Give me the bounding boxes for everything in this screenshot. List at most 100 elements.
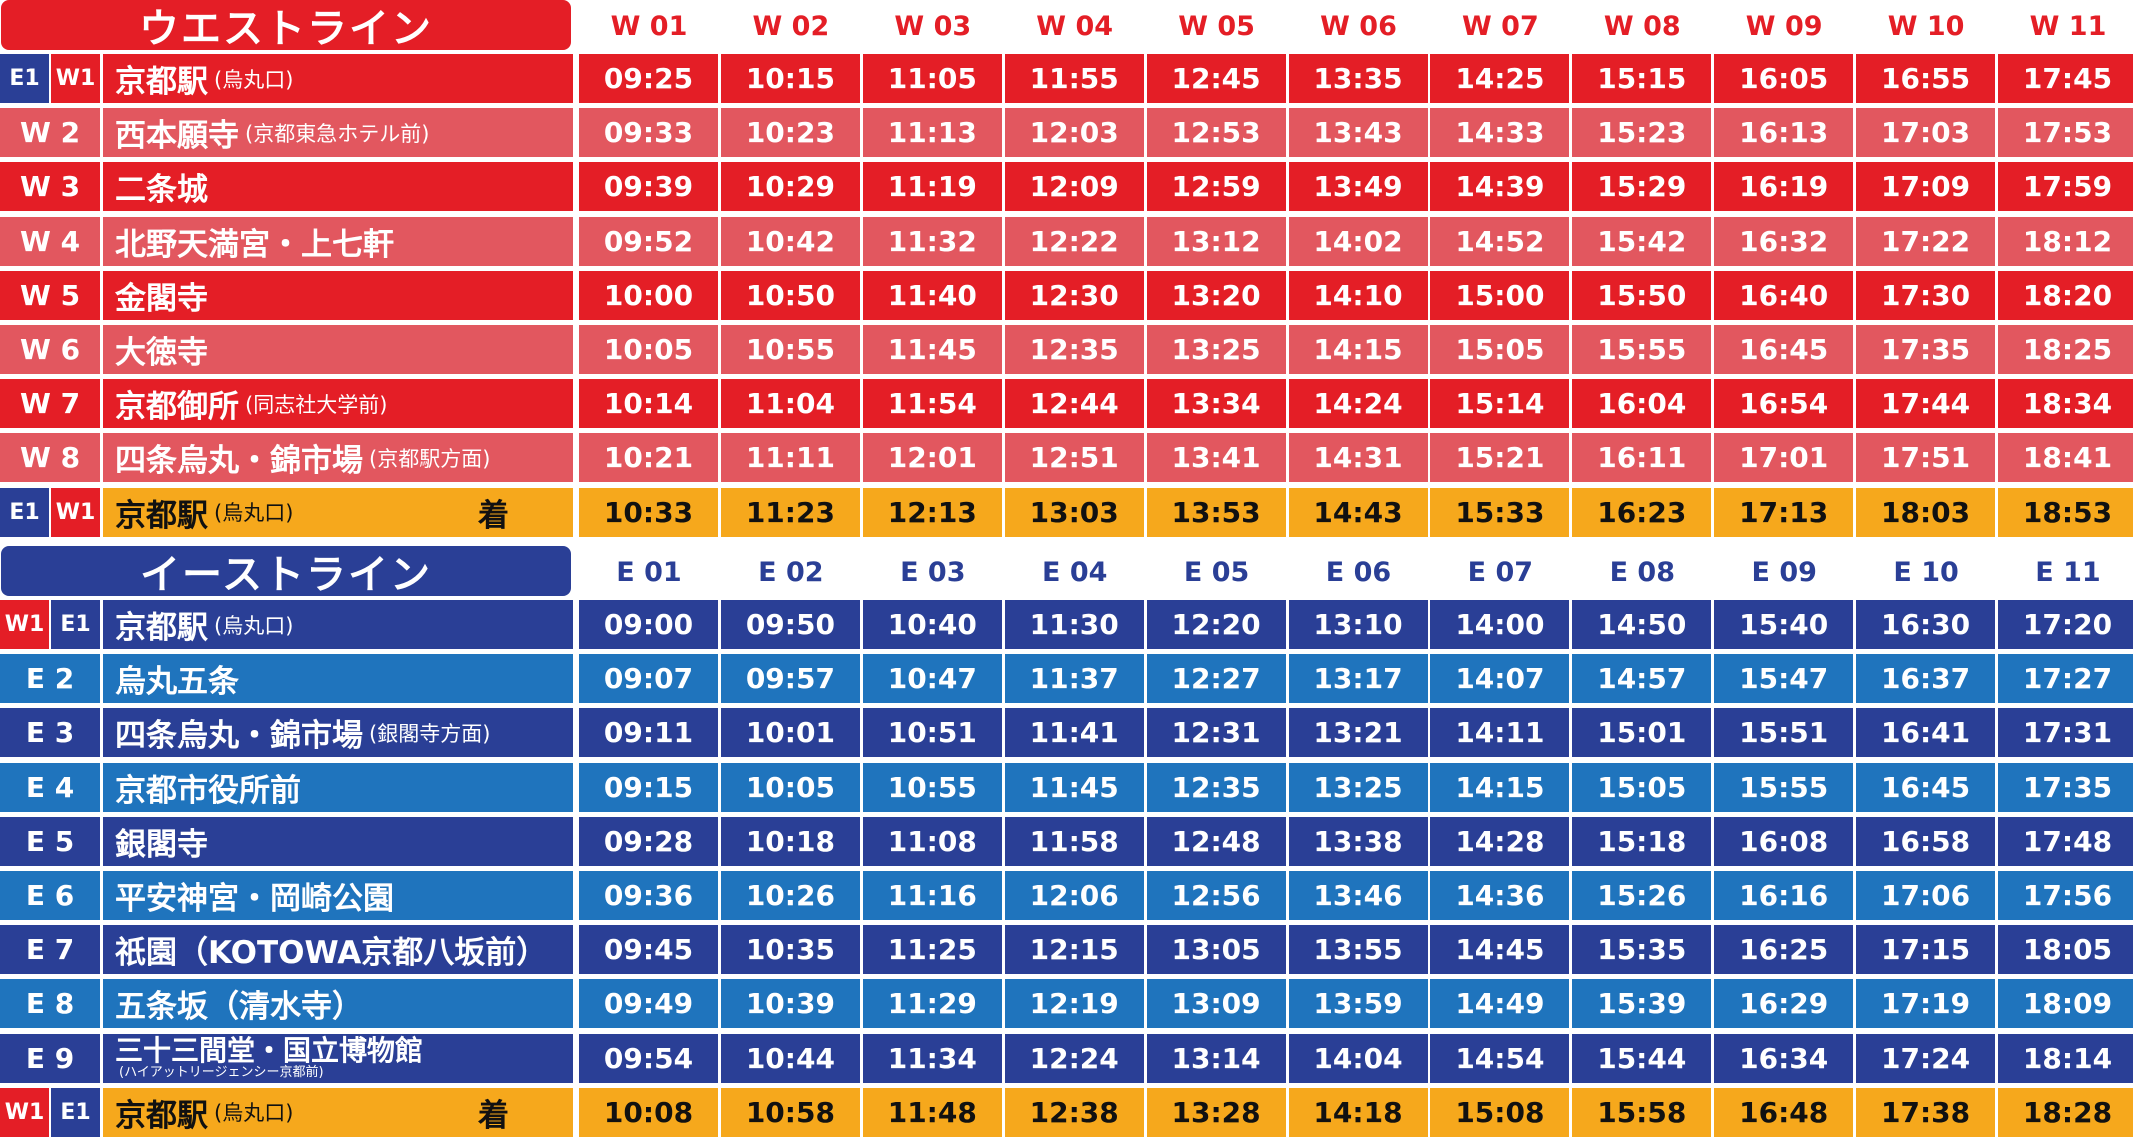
timetable-row: W 6 大徳寺 10:05 10:55 11:45 12:35 13:25 14:15 15:0…: [0, 325, 2133, 374]
station-code: W 6: [0, 325, 100, 374]
time-cell: 13:49: [1288, 162, 1428, 212]
time-cell: 11:54: [862, 379, 1002, 429]
time-cell: 15:21: [1430, 433, 1570, 483]
time-cell: 14:57: [1572, 654, 1712, 704]
time-cell: 10:15: [720, 54, 860, 103]
trip-header-east-9: E 09: [1751, 556, 1817, 588]
time-cell: 11:48: [862, 1087, 1002, 1137]
time-cell: 14:18: [1288, 1087, 1428, 1137]
station-name: 五条坂（清水寺）: [115, 989, 363, 1026]
time-cell: 13:34: [1146, 379, 1286, 429]
station-name-cell: 京都駅 (烏丸口): [103, 600, 573, 649]
time-cell: 15:14: [1430, 379, 1570, 429]
time-cell: 13:03: [1004, 487, 1144, 537]
time-cell: 14:04: [1288, 1033, 1428, 1083]
time-cell: 16:40: [1714, 270, 1854, 320]
time-cell: 18:34: [1998, 379, 2133, 429]
time-cell: 17:56: [1998, 871, 2133, 920]
station-name: 金閣寺: [115, 280, 208, 317]
time-cell: 09:25: [579, 54, 718, 103]
time-cell: 10:18: [720, 816, 860, 866]
time-cell: 17:59: [1998, 162, 2133, 212]
time-cell: 11:19: [862, 162, 1002, 212]
time-cell: 12:31: [1146, 708, 1286, 758]
time-cell: 16:41: [1856, 708, 1996, 758]
station-name-cell: 二条城: [103, 162, 573, 212]
time-cell: 14:50: [1572, 600, 1712, 649]
time-cell: 12:59: [1146, 162, 1286, 212]
station-name-cell: 北野天満宮・上七軒: [103, 216, 573, 266]
time-cell: 15:18: [1572, 816, 1712, 866]
time-cell: 15:05: [1430, 325, 1570, 374]
timetable-row: W 3 二条城 09:39 10:29 11:19 12:09 12:59 13:49 14:3…: [0, 162, 2133, 212]
time-cell: 15:15: [1572, 54, 1712, 103]
time-cell: 10:26: [720, 871, 860, 920]
time-cell: 18:03: [1856, 487, 1996, 537]
time-cell: 14:54: [1430, 1033, 1570, 1083]
station-subname: (烏丸口): [214, 613, 294, 638]
time-cell: 13:55: [1288, 925, 1428, 975]
time-cell: 15:05: [1572, 762, 1712, 812]
time-cell: 09:57: [720, 654, 860, 704]
east-title: イーストライン: [1, 546, 571, 598]
time-cell: 16:19: [1714, 162, 1854, 212]
time-cell: 18:12: [1998, 216, 2133, 266]
time-cell: 15:42: [1572, 216, 1712, 266]
station-name: 西本願寺: [115, 118, 239, 155]
time-cell: 10:55: [720, 325, 860, 374]
time-cell: 16:34: [1714, 1033, 1854, 1083]
station-name: 銀閣寺: [115, 826, 208, 863]
time-cell: 13:10: [1288, 600, 1428, 649]
time-cell: 13:14: [1146, 1033, 1286, 1083]
station-code: E1: [51, 1087, 100, 1137]
time-cell: 12:09: [1004, 162, 1144, 212]
station-subname: (銀閣寺方面): [369, 721, 491, 746]
time-cell: 09:54: [579, 1033, 718, 1083]
station-name-cell: 五条坂（清水寺）: [103, 979, 573, 1029]
time-cell: 10:40: [862, 600, 1002, 649]
timetable-row: E 2 烏丸五条 09:07 09:57 10:47 11:37 12:27 13:17 14:…: [0, 654, 2133, 704]
station-name: 京都市役所前: [115, 772, 301, 809]
time-cell: 15:39: [1572, 979, 1712, 1029]
time-cell: 18:20: [1998, 270, 2133, 320]
trip-header-west-3: W 03: [894, 10, 972, 42]
time-cell: 17:13: [1714, 487, 1854, 537]
station-name-cell: 京都駅 (烏丸口) 着: [103, 1087, 573, 1137]
trip-header-west-11: W 11: [2029, 10, 2107, 42]
timetable-row: E 5 銀閣寺 09:28 10:18 11:08 11:58 12:48 13:38 14:2…: [0, 816, 2133, 866]
station-name-cell: 平安神宮・岡崎公園: [103, 871, 573, 920]
station-name: 四条烏丸・錦市場: [115, 718, 363, 755]
trip-header-east-6: E 06: [1325, 556, 1392, 588]
time-cell: 13:43: [1288, 108, 1428, 158]
time-cell: 10:44: [720, 1033, 860, 1083]
time-cell: 18:05: [1998, 925, 2133, 975]
station-code: W 4: [0, 216, 100, 266]
time-cell: 09:45: [579, 925, 718, 975]
time-cell: 14:11: [1430, 708, 1570, 758]
time-cell: 09:50: [720, 600, 860, 649]
station-name: 北野天満宮・上七軒: [115, 226, 394, 263]
trip-header-east-10: E 10: [1893, 556, 1959, 588]
station-code: E 4: [0, 762, 100, 812]
trip-header-west-6: W 06: [1320, 10, 1397, 42]
time-cell: 14:24: [1288, 379, 1428, 429]
time-cell: 11:45: [862, 325, 1002, 374]
station-subname: (同志社大学前): [245, 392, 388, 417]
time-cell: 17:51: [1856, 433, 1996, 483]
west-title: ウエストライン: [1, 0, 571, 52]
time-cell: 16:37: [1856, 654, 1996, 704]
time-cell: 11:45: [1004, 762, 1144, 812]
station-name: 四条烏丸・錦市場: [115, 443, 363, 480]
time-cell: 16:05: [1714, 54, 1854, 103]
timetable-row: E 8 五条坂（清水寺） 09:49 10:39 11:29 12:19 13:09 13:5…: [0, 979, 2133, 1029]
time-cell: 11:58: [1004, 816, 1144, 866]
time-cell: 12:35: [1146, 762, 1286, 812]
time-cell: 13:59: [1288, 979, 1428, 1029]
trip-header-east-3: E 03: [900, 556, 966, 588]
time-cell: 13:53: [1146, 487, 1286, 537]
time-cell: 17:35: [1998, 762, 2133, 812]
time-cell: 13:25: [1288, 762, 1428, 812]
time-cell: 14:36: [1430, 871, 1570, 920]
time-cell: 11:37: [1004, 654, 1144, 704]
